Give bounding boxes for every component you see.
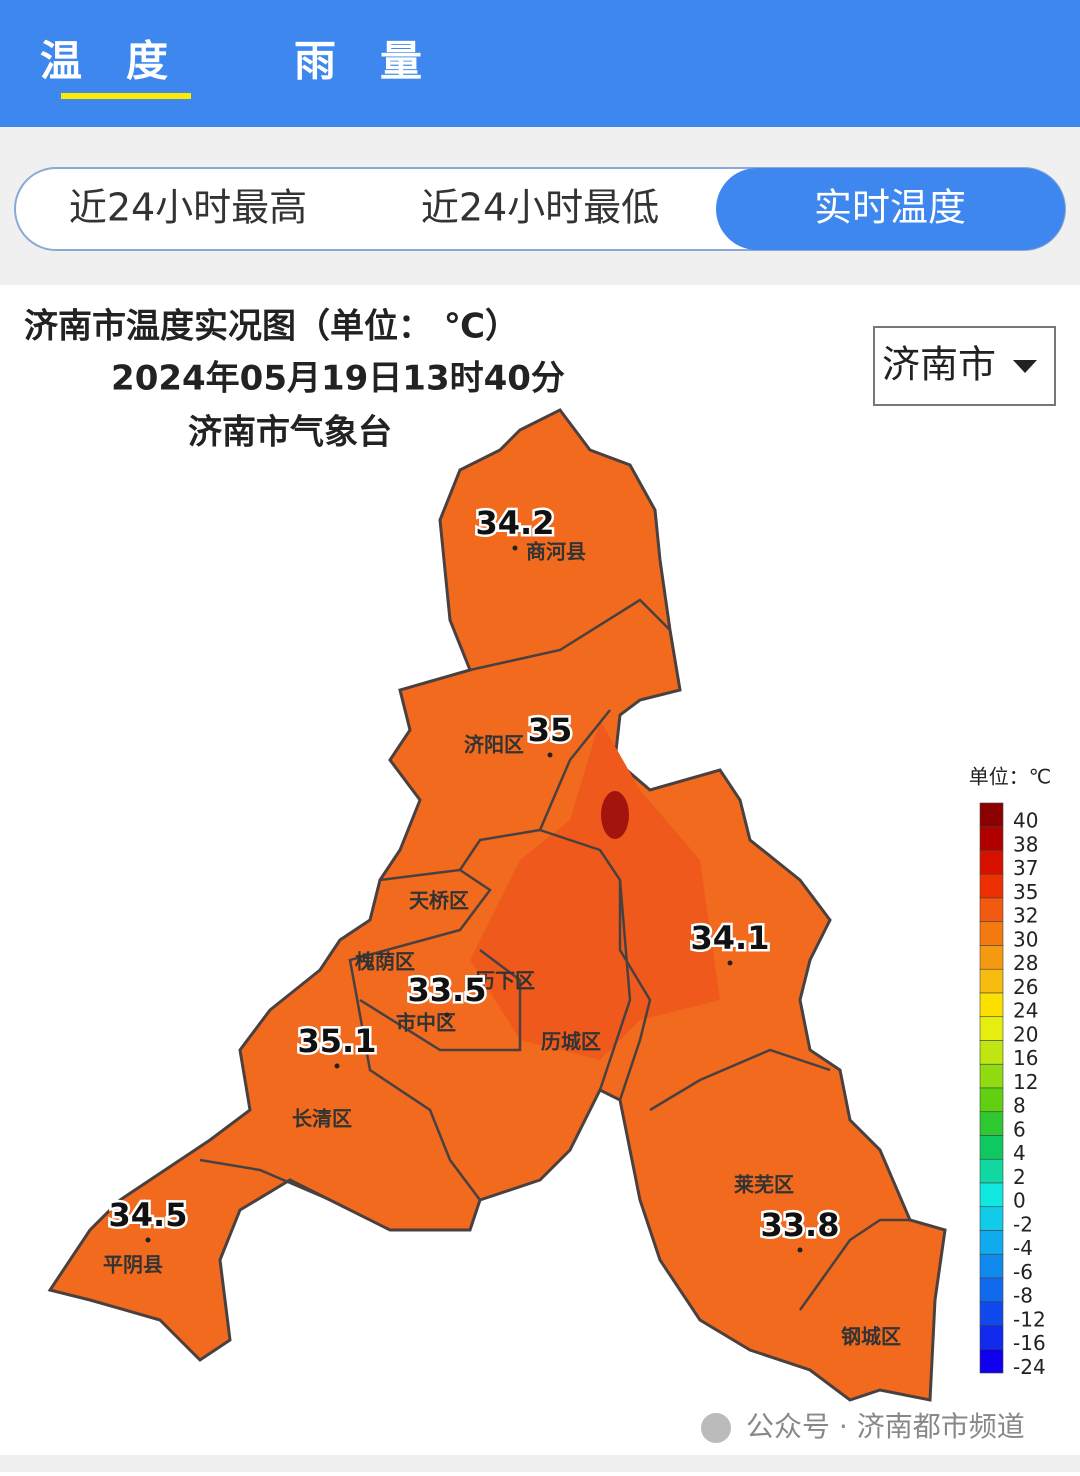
station-dot — [727, 960, 733, 966]
legend-tick-label: -6 — [1013, 1260, 1033, 1284]
temperature-reading: 33.8 — [761, 1206, 840, 1244]
district-label: 钢城区 — [841, 1325, 901, 1349]
legend-tick-label: 20 — [1013, 1022, 1038, 1046]
legend-swatch — [979, 1135, 1004, 1160]
legend-swatch — [979, 1016, 1004, 1041]
station-dot — [145, 1237, 151, 1243]
station-dot — [444, 1012, 450, 1018]
legend-swatch — [979, 826, 1004, 851]
legend-swatch — [979, 921, 1004, 946]
temperature-reading: 34.2 — [476, 504, 555, 542]
legend-tick-label: 26 — [1013, 975, 1038, 999]
map-title: 济南市温度实况图（单位： ℃） — [24, 307, 519, 347]
district-label: 济阳区 — [464, 733, 524, 757]
district-label: 商河县 — [526, 540, 586, 564]
region-select-label: 济南市 — [882, 343, 996, 387]
legend-swatch — [979, 945, 1004, 970]
legend: 单位：℃ 40383735323028262420161286420-2-4-6… — [969, 765, 1051, 1379]
station-dot — [797, 1247, 803, 1253]
legend-swatch — [979, 1325, 1004, 1350]
legend-tick-label: 28 — [1013, 951, 1038, 975]
legend-tick-label: -12 — [1013, 1307, 1046, 1331]
station-dot — [512, 545, 518, 551]
segment[interactable]: 近24小时最高 — [69, 186, 307, 230]
legend-swatch — [979, 873, 1004, 899]
legend-tick-label: 24 — [1013, 999, 1038, 1023]
legend-swatch — [979, 1087, 1004, 1113]
tab[interactable]: 雨量 — [294, 37, 466, 86]
district-label: 天桥区 — [409, 889, 469, 913]
temperature-reading: 34.1 — [691, 919, 770, 957]
legend-tick-label: 30 — [1013, 927, 1038, 951]
legend-swatch — [979, 802, 1004, 828]
legend-tick-label: 16 — [1013, 1046, 1038, 1070]
segment[interactable]: 近24小时最低 — [421, 186, 659, 230]
district-label: 历城区 — [541, 1030, 601, 1054]
legend-tick-label: 2 — [1013, 1165, 1026, 1189]
legend-tick-label: 32 — [1013, 904, 1038, 928]
map-source: 济南市气象台 — [188, 413, 392, 453]
top-bar — [0, 0, 1080, 127]
legend-tick-label: 35 — [1013, 880, 1038, 904]
watermark: 公众号 · 济南都市频道 — [746, 1410, 1025, 1443]
legend-swatch — [979, 1277, 1004, 1303]
legend-swatch — [979, 1230, 1004, 1255]
legend-tick-label: 12 — [1013, 1070, 1038, 1094]
legend-tick-label: -4 — [1013, 1236, 1033, 1260]
legend-tick-label: -24 — [1013, 1355, 1046, 1379]
legend-swatch — [979, 992, 1004, 1018]
legend-tick-label: -2 — [1013, 1212, 1033, 1236]
district-label: 长清区 — [292, 1107, 352, 1131]
hot-spot — [601, 791, 629, 839]
bottom-band — [0, 1455, 1080, 1472]
legend-swatch — [979, 968, 1004, 994]
legend-tick-label: 38 — [1013, 832, 1038, 856]
legend-swatch — [979, 850, 1004, 875]
dropdown-arrow — [1013, 360, 1037, 373]
legend-tick-label: 37 — [1013, 856, 1038, 880]
legend-swatch — [979, 1301, 1004, 1326]
temperature-reading: 35.1 — [298, 1022, 377, 1060]
legend-tick-label: 8 — [1013, 1094, 1026, 1118]
map — [47, 408, 947, 1402]
legend-swatch — [979, 1348, 1004, 1374]
legend-unit: 单位：℃ — [969, 765, 1051, 789]
legend-swatch — [979, 1206, 1004, 1231]
district-label: 莱芜区 — [734, 1173, 794, 1197]
map-time: 2024年05月19日13时40分 — [111, 359, 565, 399]
district-borders — [199, 598, 910, 1311]
district-label: 平阴县 — [103, 1253, 163, 1277]
legend-tick-label: 40 — [1013, 809, 1038, 833]
station-dot — [334, 1063, 340, 1069]
temperature-reading: 33.5 — [408, 971, 487, 1009]
tab-underline — [61, 93, 191, 99]
tab[interactable]: 温度 — [40, 37, 212, 86]
district-label: 历下区 — [475, 969, 535, 993]
legend-swatch — [979, 1111, 1004, 1136]
temperature-reading: 35 — [528, 711, 573, 749]
segment[interactable]: 实时温度 — [814, 186, 966, 230]
legend-tick-label: 4 — [1013, 1141, 1026, 1165]
legend-swatch — [979, 897, 1004, 923]
legend-tick-label: -8 — [1013, 1284, 1033, 1308]
legend-swatch — [979, 1063, 1004, 1089]
station-dot — [547, 752, 553, 758]
wechat-icon — [701, 1413, 731, 1443]
legend-tick-label: 0 — [1013, 1189, 1026, 1213]
legend-swatch — [979, 1182, 1004, 1208]
legend-tick-label: 6 — [1013, 1117, 1026, 1141]
legend-tick-label: -16 — [1013, 1331, 1046, 1355]
active-segment — [716, 168, 1065, 250]
legend-swatch — [979, 1040, 1004, 1065]
legend-swatch — [979, 1158, 1004, 1184]
legend-swatch — [979, 1253, 1004, 1279]
district-label: 槐荫区 — [354, 950, 415, 974]
temperature-reading: 34.5 — [109, 1196, 188, 1234]
warm-zone — [470, 720, 720, 1060]
